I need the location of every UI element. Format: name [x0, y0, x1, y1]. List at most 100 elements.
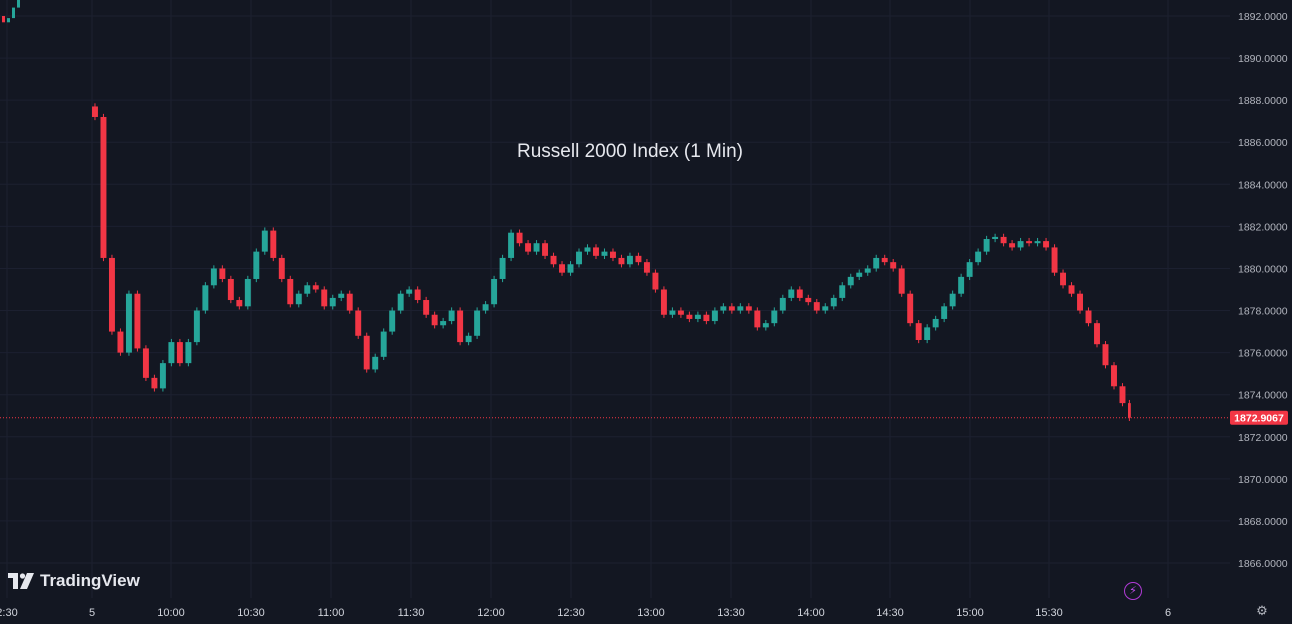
- candle: [1026, 241, 1033, 244]
- time-tick-label: 5: [89, 607, 95, 619]
- last-price-label: 1872.9067: [1234, 413, 1284, 425]
- candle: [440, 321, 447, 326]
- candle: [482, 304, 489, 311]
- candle: [898, 268, 905, 294]
- candle: [856, 272, 863, 277]
- candle: [1077, 293, 1083, 311]
- candle: [754, 310, 761, 328]
- time-tick-label: 2:30: [0, 607, 18, 619]
- candle: [694, 314, 701, 319]
- time-tick-label: 10:00: [157, 607, 185, 619]
- price-axis[interactable]: 1892.0000 1890.0000 1888.0000 1886.0000 1884…: [1238, 11, 1288, 570]
- candle: [796, 289, 803, 298]
- candle: [474, 310, 481, 336]
- candle: [924, 327, 931, 340]
- candle: [151, 377, 158, 389]
- candle: [890, 262, 897, 269]
- candle: [168, 342, 175, 364]
- candle: [1094, 323, 1100, 345]
- candle: [1128, 403, 1131, 418]
- time-tick-label: 6: [1165, 607, 1171, 619]
- candle: [873, 257, 880, 269]
- candle: [533, 243, 540, 252]
- candle: [550, 255, 557, 265]
- time-tick-label: 11:30: [398, 607, 425, 619]
- candle: [1034, 241, 1041, 244]
- candle: [941, 306, 948, 319]
- candle: [660, 289, 667, 315]
- candle: [669, 310, 676, 315]
- candle: [1051, 247, 1058, 273]
- price-tick-label: 1874.0000: [1238, 390, 1288, 402]
- candle: [202, 285, 209, 311]
- candle: [12, 7, 15, 19]
- candle: [567, 264, 574, 273]
- candle: [448, 310, 455, 322]
- candle: [839, 285, 846, 298]
- candle: [813, 302, 820, 311]
- candle: [287, 278, 294, 305]
- candle: [236, 300, 243, 307]
- candle: [686, 314, 693, 319]
- price-tick-label: 1876.0000: [1238, 348, 1288, 360]
- candle: [525, 243, 532, 252]
- candle: [2, 16, 5, 23]
- candle: [210, 268, 217, 286]
- candle: [100, 116, 107, 258]
- candle: [576, 251, 582, 265]
- price-tick-label: 1866.0000: [1238, 558, 1288, 570]
- candle: [975, 251, 982, 263]
- time-tick-label: 12:00: [477, 607, 505, 619]
- time-tick-label: 14:30: [876, 607, 904, 619]
- candle: [822, 306, 829, 311]
- time-tick-label: 12:30: [557, 607, 585, 619]
- candle: [881, 257, 888, 263]
- price-tick-label: 1872.0000: [1238, 432, 1288, 444]
- lightning-icon[interactable]: ⚡: [1124, 582, 1142, 600]
- candle: [958, 276, 965, 294]
- time-tick-label: 13:30: [717, 607, 745, 619]
- price-tick-label: 1878.0000: [1238, 306, 1288, 318]
- candle: [363, 335, 370, 370]
- candle: [983, 239, 990, 252]
- candle: [295, 293, 302, 305]
- candle: [805, 297, 812, 303]
- candle: [380, 331, 387, 357]
- candle: [1009, 243, 1016, 248]
- candle: [499, 257, 506, 279]
- tradingview-logo[interactable]: TradingView: [8, 571, 140, 591]
- candle: [830, 297, 837, 307]
- candle: [584, 247, 591, 252]
- candle: [244, 278, 251, 307]
- candle: [771, 310, 778, 324]
- candle: [949, 293, 956, 307]
- price-tick-label: 1890.0000: [1238, 53, 1288, 65]
- candle: [703, 314, 710, 322]
- candle: [915, 323, 922, 340]
- candle: [1119, 386, 1126, 404]
- candle: [17, 0, 20, 8]
- candle: [593, 247, 599, 256]
- candle: [907, 293, 914, 324]
- candle: [338, 293, 345, 298]
- candle: [465, 335, 472, 343]
- price-tick-label: 1868.0000: [1238, 516, 1288, 528]
- candle: [864, 268, 871, 273]
- candle: [159, 363, 166, 389]
- candle: [329, 297, 336, 307]
- gear-icon[interactable]: ⚙: [1256, 603, 1268, 618]
- candle: [635, 255, 642, 263]
- candle: [601, 251, 608, 256]
- candle: [610, 251, 616, 258]
- candle: [966, 262, 973, 277]
- candle: [618, 257, 625, 265]
- tradingview-logo-icon: [8, 573, 34, 589]
- time-tick-label: 15:00: [956, 607, 984, 619]
- candle: [542, 243, 549, 256]
- time-axis[interactable]: 2:30 5 10:00 10:30 11:00 11:30 12:00 12:30 13:00…: [0, 607, 1171, 619]
- candle: [720, 306, 727, 311]
- tradingview-logo-text: TradingView: [40, 571, 140, 590]
- candle: [7, 18, 10, 23]
